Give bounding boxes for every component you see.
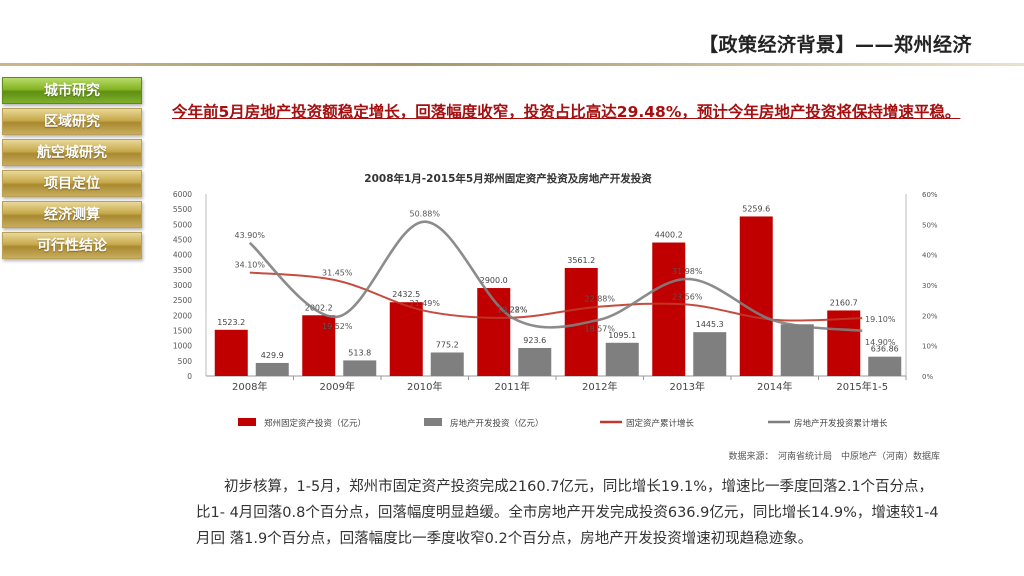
sidebar-item-feasibility-conclusion[interactable]: 可行性结论	[2, 232, 142, 259]
x-tick-label: 2014年	[757, 380, 792, 393]
bar-real-estate	[430, 352, 464, 376]
y-left-tick-label: 4000	[173, 251, 192, 260]
bar-fixed-asset	[302, 315, 336, 376]
x-tick-label: 2013年	[670, 380, 705, 393]
bar-data-label: 2432.5	[392, 290, 420, 299]
investment-chart: 2008年1月-2015年5月郑州固定资产投资及房地产开发投资 数据来源： 河南…	[168, 166, 958, 466]
line-data-label: 22.88%	[584, 295, 615, 304]
bar-data-label: 636.86	[871, 345, 899, 354]
bar-fixed-asset	[739, 216, 773, 376]
chart-svg: 2008年1月-2015年5月郑州固定资产投资及房地产开发投资 数据来源： 河南…	[173, 172, 940, 462]
body-paragraph: 初步核算，1-5月，郑州市固定资产投资完成2160.7亿元，同比增长19.1%，…	[196, 474, 956, 552]
bar-real-estate	[343, 360, 377, 376]
y-right-tick-label: 50%	[922, 221, 938, 229]
sidebar-item-project-positioning[interactable]: 项目定位	[2, 170, 142, 197]
line-data-label: 23.56%	[672, 293, 703, 302]
sidebar-item-airport-city-research[interactable]: 航空城研究	[2, 139, 142, 166]
bar-data-label: 3561.2	[567, 256, 595, 265]
bar-data-label: 429.9	[261, 351, 284, 360]
y-left-tick-label: 2000	[173, 311, 192, 320]
line-data-label: 19.22%	[497, 306, 528, 315]
line-data-label: 43.90%	[234, 231, 265, 240]
line-data-label: 31.45%	[322, 269, 353, 278]
bar-data-label: 2900.0	[480, 276, 508, 285]
bar-data-label: 1095.1	[608, 331, 636, 340]
legend-label: 郑州固定资产投资（亿元）	[264, 418, 366, 429]
page-header-title: 【政策经济背景】——郑州经济	[698, 34, 972, 56]
bar-fixed-asset	[652, 242, 686, 376]
y-left-tick-label: 0	[187, 372, 192, 381]
y-right-tick-label: 20%	[922, 312, 938, 320]
bar-fixed-asset	[827, 310, 861, 376]
x-tick-label: 2011年	[495, 380, 530, 393]
bar-real-estate	[605, 342, 639, 376]
legend-swatch	[238, 418, 256, 426]
bar-data-label: 2002.2	[305, 303, 333, 312]
chart-source: 数据来源： 河南省统计局 中原地产（河南）数据库	[728, 450, 940, 462]
bar-data-label: 5259.6	[742, 204, 770, 213]
sidebar-item-economic-calculation[interactable]: 经济测算	[2, 201, 142, 228]
bar-real-estate	[868, 356, 902, 376]
legend-label: 房地产开发投资累计增长	[794, 418, 888, 429]
sidebar-item-region-research[interactable]: 区域研究	[2, 108, 142, 135]
sidebar-item-city-research[interactable]: 城市研究	[2, 77, 142, 104]
bar-fixed-asset	[389, 302, 423, 376]
y-right-tick-label: 10%	[922, 343, 938, 351]
body-line-1: 初步核算，1-5月，郑州市固定资产投资完成2160.7亿元，同比增长19.1%，…	[224, 479, 934, 495]
headline-summary: 今年前5月房地产投资额稳定增长，回落幅度收窄，投资占比高达29.48%，预计今年…	[172, 103, 961, 121]
line-data-label: 34.10%	[234, 261, 265, 270]
y-right-tick-label: 60%	[922, 191, 938, 199]
bar-data-label: 1523.2	[217, 318, 245, 327]
chart-title: 2008年1月-2015年5月郑州固定资产投资及房地产开发投资	[364, 172, 652, 185]
y-right-tick-label: 30%	[922, 282, 938, 290]
y-left-tick-label: 5500	[173, 205, 192, 214]
line-data-label: 14.90%	[865, 338, 896, 347]
y-right-tick-label: 40%	[922, 252, 938, 260]
bar-data-label: 4400.2	[655, 231, 683, 240]
line-data-label: 19.52%	[322, 322, 353, 331]
y-right-tick-label: 0%	[922, 373, 933, 381]
line-data-label: 31.98%	[672, 267, 703, 276]
line-data-label: 19.28%	[497, 306, 528, 315]
body-line-2: 比1- 4月回落0.8个百分点，回落幅度明显趋缓。全市房地产开发完成投资636.…	[196, 505, 939, 521]
bar-data-label: 513.8	[348, 348, 371, 357]
line-real-estate-growth	[248, 220, 863, 333]
y-left-tick-label: 5000	[173, 220, 192, 229]
bar-data-label: 923.6	[523, 336, 546, 345]
y-left-tick-label: 2500	[173, 296, 192, 305]
y-left-tick-label: 500	[178, 357, 193, 366]
sidebar-nav: 城市研究 区域研究 航空城研究 项目定位 经济测算 可行性结论	[2, 77, 142, 263]
bar-data-label: 775.2	[436, 340, 459, 349]
y-left-tick-label: 3000	[173, 281, 192, 290]
bar-fixed-asset	[477, 288, 511, 376]
y-left-tick-label: 3500	[173, 266, 192, 275]
line-data-label: 50.88%	[409, 210, 440, 219]
legend-label: 房地产开发投资（亿元）	[450, 418, 544, 429]
y-left-tick-label: 1500	[173, 327, 192, 336]
header-divider	[0, 63, 1024, 66]
line-data-label: 18.57%	[584, 325, 615, 334]
x-tick-label: 2008年	[232, 380, 267, 393]
x-tick-label: 2010年	[407, 380, 442, 393]
body-line-3: 月回 落1.9个百分点，回落幅度比一季度收窄0.2个百分点，房地产开发投资增速初…	[196, 531, 813, 547]
legend-swatch	[424, 418, 442, 426]
x-tick-label: 2015年1-5	[836, 380, 888, 393]
y-left-tick-label: 6000	[173, 190, 192, 199]
line-data-label: 19.10%	[865, 315, 896, 324]
bar-real-estate	[693, 332, 727, 376]
y-left-tick-label: 4500	[173, 236, 192, 245]
bar-data-label: 2160.7	[830, 298, 858, 307]
y-left-tick-label: 1000	[173, 342, 192, 351]
bar-real-estate	[780, 324, 814, 376]
line-data-label: 21.49%	[409, 299, 440, 308]
x-tick-label: 2009年	[320, 380, 355, 393]
line-fixed-asset-growth	[249, 271, 863, 322]
bar-data-label: 1445.3	[696, 320, 724, 329]
legend-label: 固定资产累计增长	[626, 418, 695, 429]
bar-real-estate	[255, 362, 289, 376]
x-tick-label: 2012年	[582, 380, 617, 393]
bar-fixed-asset	[214, 329, 248, 376]
bar-real-estate	[518, 347, 552, 376]
